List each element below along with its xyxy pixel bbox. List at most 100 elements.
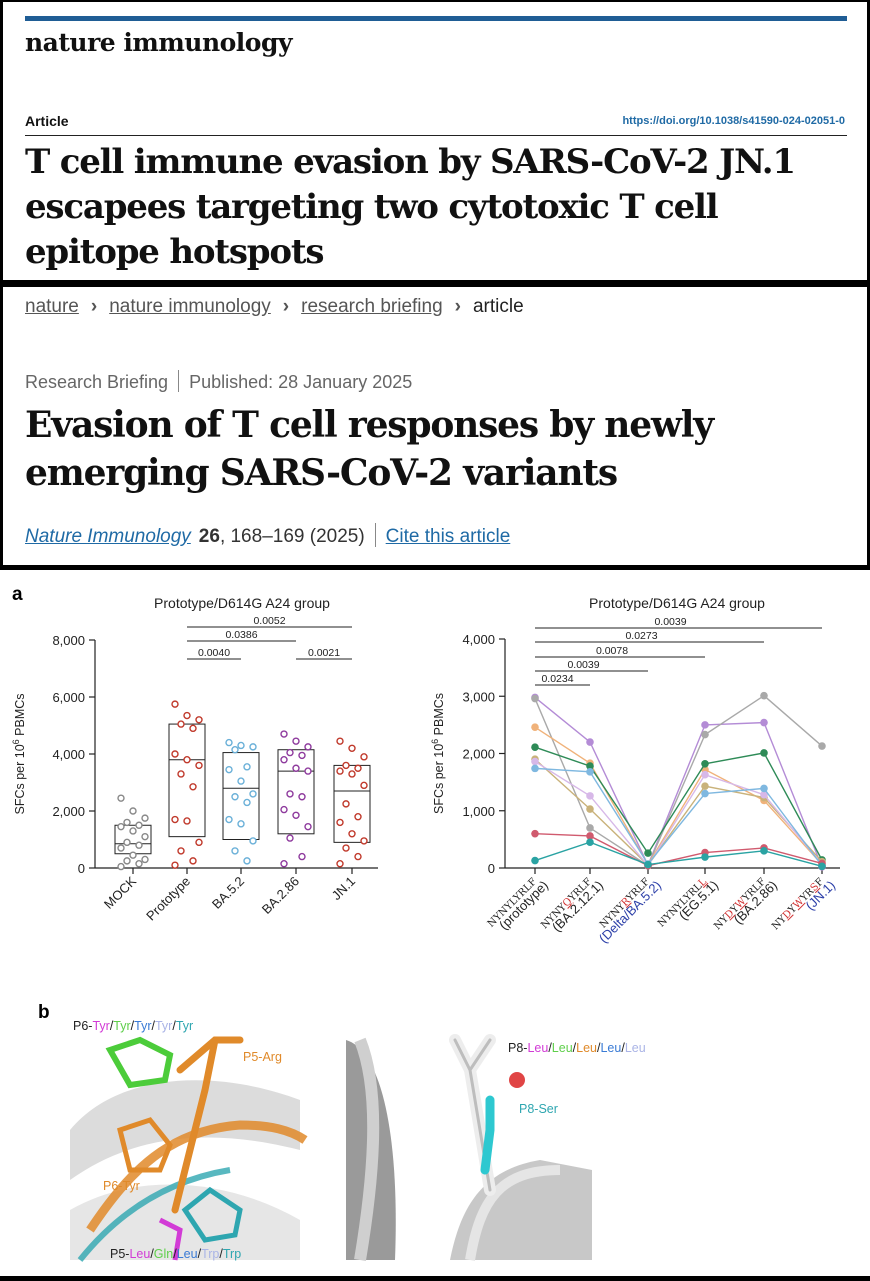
pages-year: , 168–169 (2025)	[219, 526, 365, 547]
data-point	[760, 790, 768, 799]
y-tick-label: 6,000	[52, 690, 85, 705]
data-point	[644, 860, 652, 869]
box	[333, 764, 371, 843]
data-point	[586, 832, 594, 840]
x-tick-sequence: NYDYWYRSF	[770, 876, 826, 932]
y-tick-label: 1,000	[462, 804, 495, 819]
data-point	[141, 832, 149, 841]
helix-shape	[70, 1080, 300, 1180]
p-value-label: 0.0078	[596, 645, 628, 657]
data-point	[336, 860, 344, 868]
panel-label-b: b	[38, 1002, 50, 1023]
data-point	[177, 770, 185, 778]
series-line	[534, 832, 823, 867]
data-point	[189, 724, 197, 733]
data-point	[117, 822, 125, 831]
data-point	[123, 818, 131, 827]
label-p6-tyr: P6-Tyr	[103, 1179, 140, 1193]
cite-article-link[interactable]: Cite this article	[385, 526, 511, 547]
data-point	[701, 770, 709, 779]
figure-svg: a Prototype/D614G A24 group 0 2,000 4,000 6,0…	[11, 584, 840, 1264]
leu-sidechain	[158, 1217, 183, 1261]
y-tick-label: 2,000	[52, 804, 85, 819]
oxygen-atom	[509, 1072, 525, 1088]
p-value-label: 0.0039	[567, 659, 599, 671]
data-point	[336, 737, 344, 745]
data-point	[280, 730, 288, 738]
journal-color-bar	[25, 16, 847, 21]
data-point	[243, 798, 251, 807]
x-tick-label: BA.5.2	[209, 874, 247, 912]
data-point	[177, 847, 185, 855]
y-tick-label: 0	[78, 861, 85, 876]
data-point	[171, 750, 179, 758]
chart-a-title: Prototype/D614G A24 group	[154, 595, 330, 611]
data-point	[231, 793, 239, 801]
series-line	[534, 746, 823, 861]
data-point	[292, 737, 300, 745]
data-point	[701, 721, 709, 729]
p-value-label: 0.0273	[625, 630, 657, 642]
paper-title: T cell immune evasion by SARS-CoV-2 JN.1…	[25, 142, 796, 272]
helix-shape	[465, 1165, 561, 1261]
x-tick-sequence: NYNYLYRLF	[486, 876, 539, 929]
data-point	[286, 748, 294, 757]
data-point	[141, 855, 149, 864]
x-tick-sequence: NYNYLYRLL	[656, 876, 709, 929]
chevron-right-icon: ›	[282, 296, 290, 317]
data-point	[354, 852, 362, 861]
data-point	[231, 847, 239, 855]
data-point	[348, 744, 356, 753]
citation-line: Nature Immunology 26, 168–169 (2025) Cite …	[25, 523, 510, 548]
data-point	[249, 837, 257, 845]
data-point	[342, 800, 350, 808]
data-point	[286, 834, 294, 842]
data-point	[135, 860, 143, 868]
breadcrumb-nature-immunology[interactable]: nature immunology	[109, 296, 271, 317]
box	[277, 749, 315, 835]
data-point	[354, 764, 362, 772]
data-point	[531, 829, 539, 838]
data-point	[298, 751, 306, 760]
header-rule	[25, 135, 847, 136]
breadcrumb: nature › nature immunology › research briefi…	[25, 296, 524, 318]
data-point	[171, 815, 179, 824]
data-point	[304, 822, 312, 831]
data-point	[701, 730, 709, 739]
published-date: Published: 28 January 2025	[189, 372, 413, 392]
breadcrumb-research-briefing[interactable]: research briefing	[301, 296, 443, 317]
data-point	[225, 815, 233, 824]
data-point	[189, 783, 197, 791]
breadcrumb-article: article	[472, 296, 524, 317]
data-point	[183, 817, 191, 825]
figure-panel: a Prototype/D614G A24 group 0 2,000 4,000 6,0…	[0, 570, 870, 1276]
briefing-page: nature › nature immunology › research briefi…	[3, 287, 867, 565]
data-point	[280, 755, 288, 764]
tyr-ring	[105, 1036, 174, 1089]
data-point	[195, 761, 203, 770]
journal-link[interactable]: Nature Immunology	[25, 526, 191, 547]
divider	[374, 523, 376, 547]
y-tick-label: 4,000	[462, 632, 495, 647]
data-point	[360, 837, 368, 845]
data-point	[304, 767, 312, 775]
data-point	[243, 763, 251, 771]
data-point	[292, 811, 300, 819]
y-tick-label: 4,000	[52, 747, 85, 762]
data-point	[129, 851, 137, 859]
data-point	[237, 820, 245, 828]
content-type: Research Briefing	[25, 372, 169, 392]
breadcrumb-nature[interactable]: nature	[25, 296, 79, 317]
data-point	[298, 793, 306, 801]
data-point	[135, 821, 143, 829]
label-p8-ser: P8-Ser	[519, 1102, 558, 1116]
y-tick-label: 3,000	[462, 689, 495, 704]
data-point	[298, 852, 306, 861]
data-point	[195, 716, 203, 724]
doi-link[interactable]: https://doi.org/10.1038/s41590-024-02051…	[622, 115, 845, 127]
p-value-label: 0.0052	[253, 615, 285, 627]
data-point	[249, 743, 257, 751]
p-value-label: 0.0021	[308, 647, 340, 659]
paper-header: nature immunology Article https://doi.or…	[3, 2, 867, 280]
arg-sidechain	[171, 1036, 244, 1214]
